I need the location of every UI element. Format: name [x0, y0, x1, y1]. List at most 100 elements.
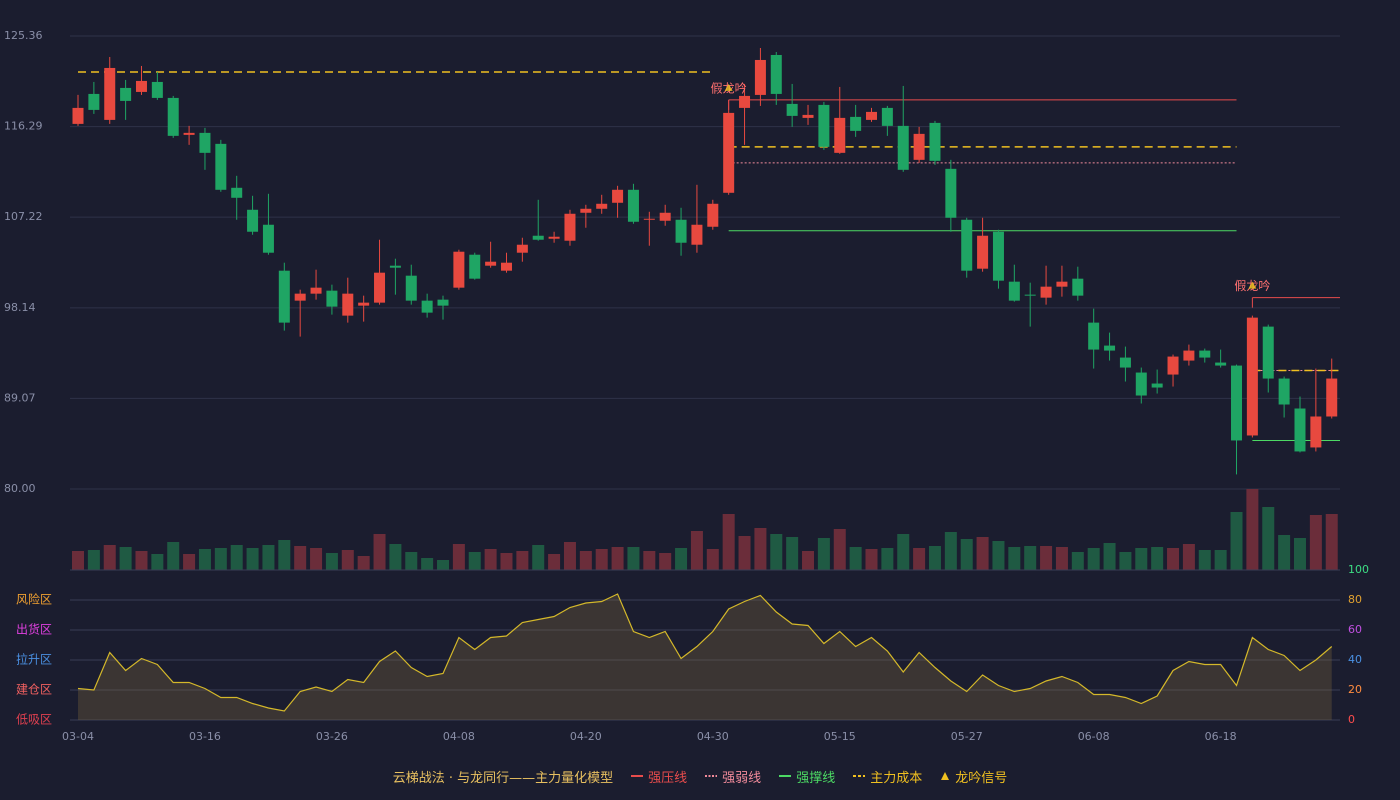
volume-bar	[72, 551, 84, 570]
legend-icon	[941, 772, 950, 780]
zone-label: 风险区	[16, 592, 52, 607]
volume-bar	[1071, 552, 1084, 570]
candle-body	[691, 224, 703, 245]
legend-icon	[853, 775, 866, 777]
signal-marker	[1248, 281, 1257, 289]
candle-body	[326, 290, 338, 307]
candle-body	[564, 213, 576, 241]
volume-bar	[1087, 548, 1100, 570]
chart: 80.0089.0798.14107.22116.29125.36假龙吟假龙吟0…	[4, 29, 1369, 743]
volume-bar	[1230, 512, 1243, 570]
volume-bar	[357, 556, 370, 570]
legend-item: 龙吟信号	[940, 767, 1007, 786]
legend-item: 强撑线	[779, 767, 835, 786]
candle-body	[1326, 378, 1338, 417]
candle-body	[421, 300, 433, 313]
volume-bar	[405, 552, 418, 570]
candle-body	[1215, 362, 1227, 366]
volume-bar	[294, 546, 307, 570]
volume-bar	[1024, 546, 1037, 570]
legend-label: 强压线	[648, 770, 688, 786]
candle-body	[1278, 378, 1290, 405]
candle-body	[342, 293, 354, 316]
candle-body	[1056, 281, 1068, 287]
volume-bar	[278, 540, 291, 570]
candle-body	[1294, 408, 1306, 452]
candle-body	[707, 203, 719, 227]
legend-label: 强撑线	[796, 770, 836, 786]
candle-body	[389, 265, 401, 268]
zone-label: 出货区	[16, 622, 52, 637]
y-tick-label: 80	[1348, 593, 1362, 606]
x-tick-label: 06-18	[1205, 730, 1237, 743]
volume-bar	[833, 529, 846, 570]
volume-bar	[532, 545, 545, 570]
volume-bar	[944, 532, 957, 570]
volume-bar	[246, 548, 259, 570]
candle-body	[88, 93, 100, 110]
candle-body	[1167, 356, 1179, 375]
volume-bar	[500, 553, 513, 570]
volume-bar	[1119, 552, 1132, 570]
volume-bar	[786, 537, 799, 570]
candle-body	[247, 209, 259, 232]
candle-body	[485, 261, 497, 266]
legend-item: 强弱线	[705, 767, 761, 786]
candle-body	[1088, 322, 1100, 350]
candle-body	[596, 203, 608, 209]
oscillator-line	[77, 593, 1333, 712]
candle-body	[913, 133, 925, 160]
candle-body	[1199, 350, 1211, 358]
signal-marker	[724, 83, 733, 91]
zone-label: 建仓区	[16, 683, 52, 697]
volume-bar	[738, 536, 751, 570]
volume-bar	[151, 554, 164, 570]
candle-body	[977, 235, 989, 269]
candle-body	[278, 270, 290, 323]
volume-bar	[1325, 514, 1338, 570]
volume-bar	[262, 545, 275, 570]
volume-bar	[230, 545, 243, 570]
volume-bar	[802, 551, 815, 570]
candle-body	[199, 132, 211, 153]
volume-bar	[960, 539, 973, 570]
legend-icon	[705, 775, 718, 777]
candle-body	[881, 107, 893, 126]
y-tick-label: 116.29	[4, 120, 43, 133]
candle-body	[786, 103, 798, 116]
y-tick-label: 60	[1348, 623, 1362, 636]
volume-bar	[865, 549, 878, 570]
volume-bar	[690, 531, 703, 570]
candle-body	[135, 80, 147, 92]
volume-bar	[1008, 547, 1021, 570]
oscillator-area	[78, 594, 1332, 720]
candle-body	[723, 112, 735, 193]
x-tick-label: 03-16	[189, 730, 221, 743]
x-tick-label: 04-08	[443, 730, 475, 743]
volume-bar	[595, 549, 608, 570]
volume-bar	[1040, 546, 1053, 570]
volume-bar	[516, 551, 529, 570]
volume-bar	[1103, 543, 1116, 570]
candle-body	[580, 208, 592, 213]
y-tick-label: 80.00	[4, 482, 36, 495]
candle-body	[1183, 350, 1195, 361]
legend: 云梯战法 · 与龙同行——主力量化模型 强压线 强弱线 强撑线 主力成本 龙吟信号	[0, 764, 1400, 788]
volume-bar	[1278, 535, 1291, 570]
candle-body	[850, 116, 862, 131]
legend-label: 龙吟信号	[955, 770, 1008, 786]
volume-bar	[706, 549, 719, 570]
volume-bar	[198, 549, 211, 570]
volume-bar	[119, 547, 132, 570]
candle-body	[1310, 416, 1322, 448]
candle-body	[167, 97, 179, 136]
volume-bar	[325, 553, 338, 570]
candle-body	[834, 117, 846, 153]
volume-bar	[135, 551, 148, 570]
volume-bar	[563, 542, 576, 570]
volume-bar	[1293, 538, 1306, 570]
candle-body	[643, 218, 655, 220]
volume-bar	[1167, 548, 1180, 570]
candle-body	[802, 114, 814, 118]
candle-body	[675, 219, 687, 243]
